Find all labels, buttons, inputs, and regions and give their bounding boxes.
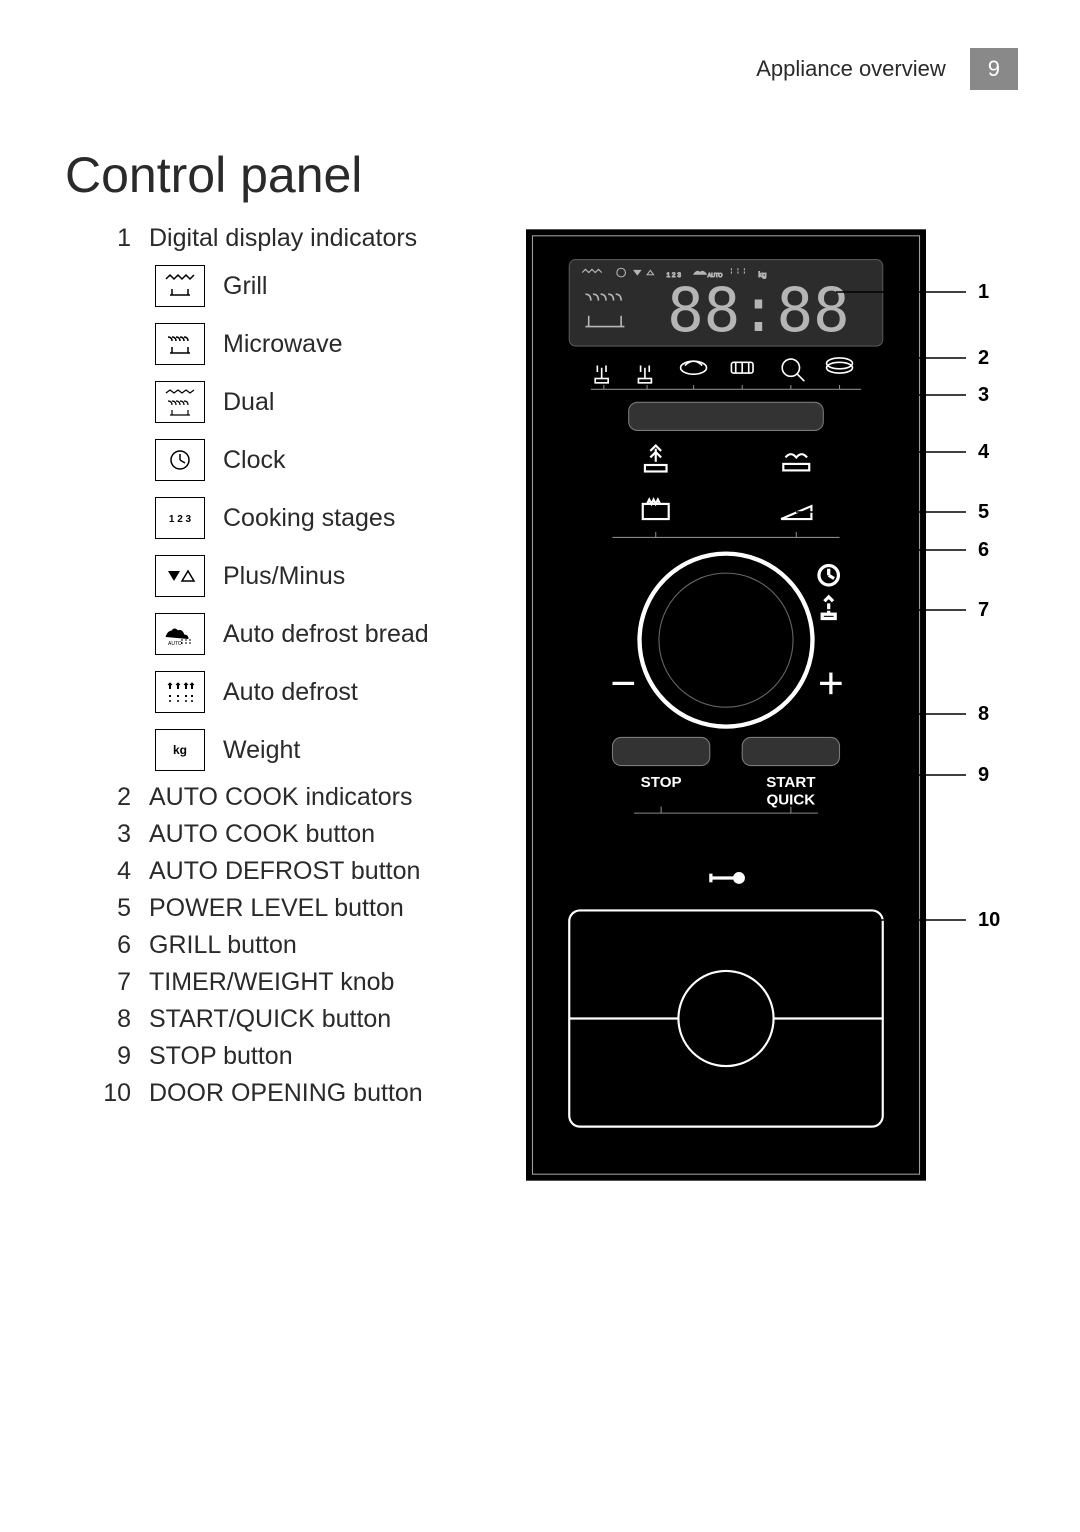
- legend-list: 1 Digital display indicators Grill Micro…: [95, 220, 475, 1112]
- callout-number: 4: [978, 441, 990, 463]
- autodefrost-bread-icon: AUTO: [155, 613, 205, 655]
- callout-number: 7: [978, 599, 989, 621]
- callout-number: 9: [978, 764, 989, 786]
- weight-icon: kg: [155, 729, 205, 771]
- list-label: START/QUICK button: [149, 1005, 391, 1034]
- callout-number: 10: [978, 909, 1000, 931]
- list-number: 10: [95, 1079, 131, 1108]
- list-label: Clock: [223, 446, 286, 475]
- list-number: 8: [95, 1005, 131, 1034]
- control-panel-diagram: 1 2 3 AUTO kg 88:88: [526, 220, 926, 1190]
- list-number: 1: [95, 224, 131, 253]
- section-title: Appliance overview: [756, 56, 946, 82]
- quick-label: QUICK: [766, 791, 815, 808]
- page-title: Control panel: [65, 146, 362, 204]
- list-number: 7: [95, 968, 131, 997]
- display-digits: 88:88: [667, 276, 849, 346]
- stages-icon: 1 2 3: [155, 497, 205, 539]
- page-number: 9: [970, 48, 1018, 90]
- callout-number: 5: [978, 501, 989, 523]
- list-number: 6: [95, 931, 131, 960]
- list-label: Dual: [223, 388, 274, 417]
- list-label: AUTO COOK indicators: [149, 783, 413, 812]
- list-label: Microwave: [223, 330, 342, 359]
- callout-number: 1: [978, 281, 989, 303]
- callout-number: 3: [978, 384, 989, 406]
- start-quick-button[interactable]: [742, 737, 839, 765]
- list-label: Plus/Minus: [223, 562, 345, 591]
- page-header: Appliance overview 9: [756, 48, 1018, 90]
- timer-weight-knob[interactable]: [640, 554, 813, 727]
- callout-number: 2: [978, 347, 989, 369]
- stop-button[interactable]: [612, 737, 709, 765]
- list-label: Grill: [223, 272, 267, 301]
- list-label: Digital display indicators: [149, 224, 417, 253]
- list-label: Weight: [223, 736, 300, 765]
- list-label: GRILL button: [149, 931, 297, 960]
- list-number: 3: [95, 820, 131, 849]
- list-label: POWER LEVEL button: [149, 894, 404, 923]
- list-label: TIMER/WEIGHT knob: [149, 968, 394, 997]
- clock-icon: [155, 439, 205, 481]
- list-number: 9: [95, 1042, 131, 1071]
- callout-number: 6: [978, 539, 989, 561]
- list-label: STOP button: [149, 1042, 293, 1071]
- svg-text:1 2 3: 1 2 3: [169, 514, 192, 525]
- dual-icon: [155, 381, 205, 423]
- svg-text:AUTO: AUTO: [168, 641, 182, 647]
- list-label: Auto defrost bread: [223, 620, 429, 649]
- list-label: DOOR OPENING button: [149, 1079, 423, 1108]
- list-label: AUTO COOK button: [149, 820, 375, 849]
- list-number: 2: [95, 783, 131, 812]
- grill-icon: [155, 265, 205, 307]
- autocook-button[interactable]: [629, 402, 824, 430]
- callout-number: 8: [978, 703, 989, 725]
- list-label: Auto defrost: [223, 678, 358, 707]
- plusminus-icon: [155, 555, 205, 597]
- start-label: START: [766, 774, 816, 791]
- autodefrost-icon: [155, 671, 205, 713]
- list-label: AUTO DEFROST button: [149, 857, 420, 886]
- stop-label: STOP: [641, 774, 682, 791]
- list-number: 5: [95, 894, 131, 923]
- list-label: Cooking stages: [223, 504, 395, 533]
- microwave-icon: [155, 323, 205, 365]
- svg-text:kg: kg: [173, 743, 187, 757]
- list-number: 4: [95, 857, 131, 886]
